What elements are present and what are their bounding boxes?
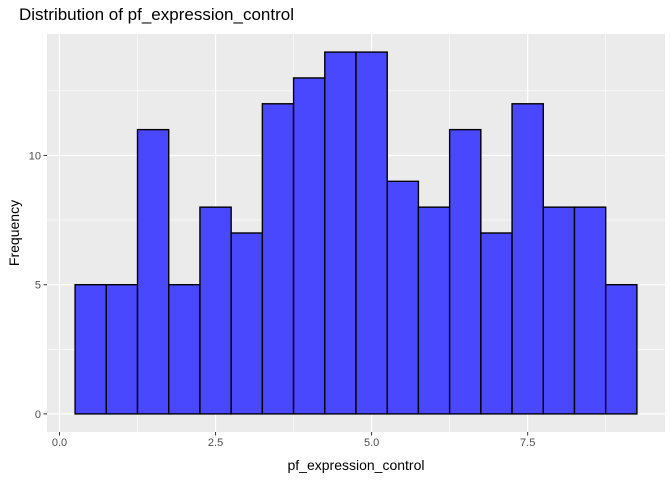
histogram-bar xyxy=(136,128,170,415)
x-tick-label: 2.5 xyxy=(208,437,223,449)
x-tick-label: 7.5 xyxy=(520,437,535,449)
y-tick-label: 0 xyxy=(35,409,41,421)
x-tick-label: 5.0 xyxy=(364,437,379,449)
histogram-bar xyxy=(168,283,201,415)
x-axis-title: pf_expression_control xyxy=(288,457,425,473)
histogram-bar xyxy=(230,232,264,415)
y-tick-label: 5 xyxy=(35,280,41,292)
y-axis: 0 5 10 xyxy=(29,150,47,421)
histogram-bar xyxy=(417,206,451,415)
histogram-bar xyxy=(604,283,638,415)
histogram-bar xyxy=(292,77,326,415)
histogram-bar xyxy=(448,128,482,415)
histogram-bar xyxy=(355,51,388,415)
histogram-bar xyxy=(542,206,576,415)
histogram-bar xyxy=(105,283,139,415)
histogram-bar xyxy=(386,180,420,415)
y-axis-title: Frequency xyxy=(6,200,22,266)
histogram-bar xyxy=(261,103,295,415)
y-tick-label: 10 xyxy=(29,150,41,162)
histogram-bar xyxy=(324,51,357,415)
histogram-bar xyxy=(74,283,108,415)
x-tick-label: 0.0 xyxy=(52,437,67,449)
histogram-bar xyxy=(511,103,544,415)
histogram-bar xyxy=(199,206,232,415)
histogram-bar xyxy=(480,232,513,415)
histogram-bars xyxy=(74,51,638,415)
histogram-bar xyxy=(573,206,607,415)
x-axis: 0.0 2.5 5.0 7.5 xyxy=(52,432,535,449)
chart-title: Distribution of pf_expression_control xyxy=(19,5,294,24)
